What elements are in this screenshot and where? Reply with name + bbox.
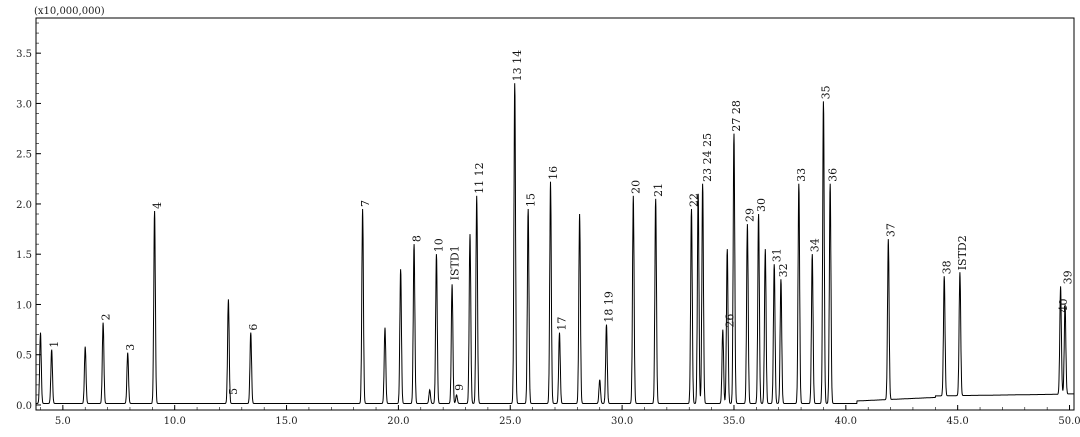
peak-label: 37 [885,223,898,237]
y-axis: 0.0 0.5 1.0 1.5 2.0 2.5 3.0 3.5 [16,22,41,412]
y-tick-label: 2.0 [16,200,32,211]
x-tick-label: 40.0 [835,416,857,427]
y-tick-label: 1.5 [16,250,32,261]
peak-label: 22 [688,193,701,207]
peak-label: 1 [48,341,61,348]
peak-label: 36 [826,168,839,182]
x-axis: 5.0 10.0 15.0 20.0 25.0 30.0 35.0 40.0 45.0 50.0 [40,405,1080,427]
plot-frame [35,17,1075,411]
peak-label: 11 12 [473,162,486,194]
peak-label: 33 [795,168,808,182]
y-tick-label: 3.0 [16,99,32,110]
x-tick-label: 5.0 [55,416,71,427]
peak-label: 20 [630,180,643,194]
peak-label: ISTD1 [448,245,461,280]
x-tick-label: 50.0 [1058,416,1080,427]
y-scale-label: (x10,000,000) [34,6,105,17]
trace-group [36,83,1074,404]
chromatogram-trace [36,83,1074,404]
peak-label: 35 [820,85,833,99]
y-tick-label: 2.5 [16,150,32,161]
x-tick-label: 25.0 [499,416,521,427]
x-tick-label: 10.0 [164,416,186,427]
peak-label: 39 [1061,270,1074,284]
y-tick-label: 0.0 [16,401,32,412]
x-tick-label: 45.0 [947,416,969,427]
peak-label: 5 [227,388,240,395]
x-tick-label: 20.0 [387,416,409,427]
peak-label: 15 [524,193,537,207]
peak-label: 9 [453,384,466,391]
peak-label: 23 24 25 [701,133,714,182]
peak-label: 17 [556,317,569,331]
y-tick-label: 1.0 [16,300,32,311]
peak-label: 6 [247,324,260,331]
peak-label: 2 [99,314,112,321]
peak-label: 4 [151,202,164,209]
peak-label: 3 [124,344,137,351]
peak-label: 34 [809,238,822,252]
peak-label: 16 [547,166,560,180]
peak-label: 27 28 [730,100,743,132]
peak-label: 10 [433,238,446,252]
peak-label: 13 14 [511,50,524,82]
x-tick-label: 30.0 [611,416,633,427]
peak-label: 40 [1057,299,1070,313]
peak-label: 8 [410,235,423,242]
peak-label: ISTD2 [956,235,969,270]
y-tick-label: 0.5 [16,351,32,362]
peak-label: 7 [359,200,372,207]
peak-label: 38 [940,260,953,274]
x-tick-label: 35.0 [723,416,745,427]
x-tick-label: 15.0 [275,416,297,427]
peak-label: 32 [777,263,790,277]
peak-label: 21 [652,183,665,197]
peak-label: 29 [744,208,757,222]
y-tick-label: 3.5 [16,49,32,60]
peak-label: 31 [770,248,783,262]
peak-label: 18 19 [603,291,616,323]
peak-label: 30 [755,198,768,212]
peak-label: 26 [723,314,736,328]
